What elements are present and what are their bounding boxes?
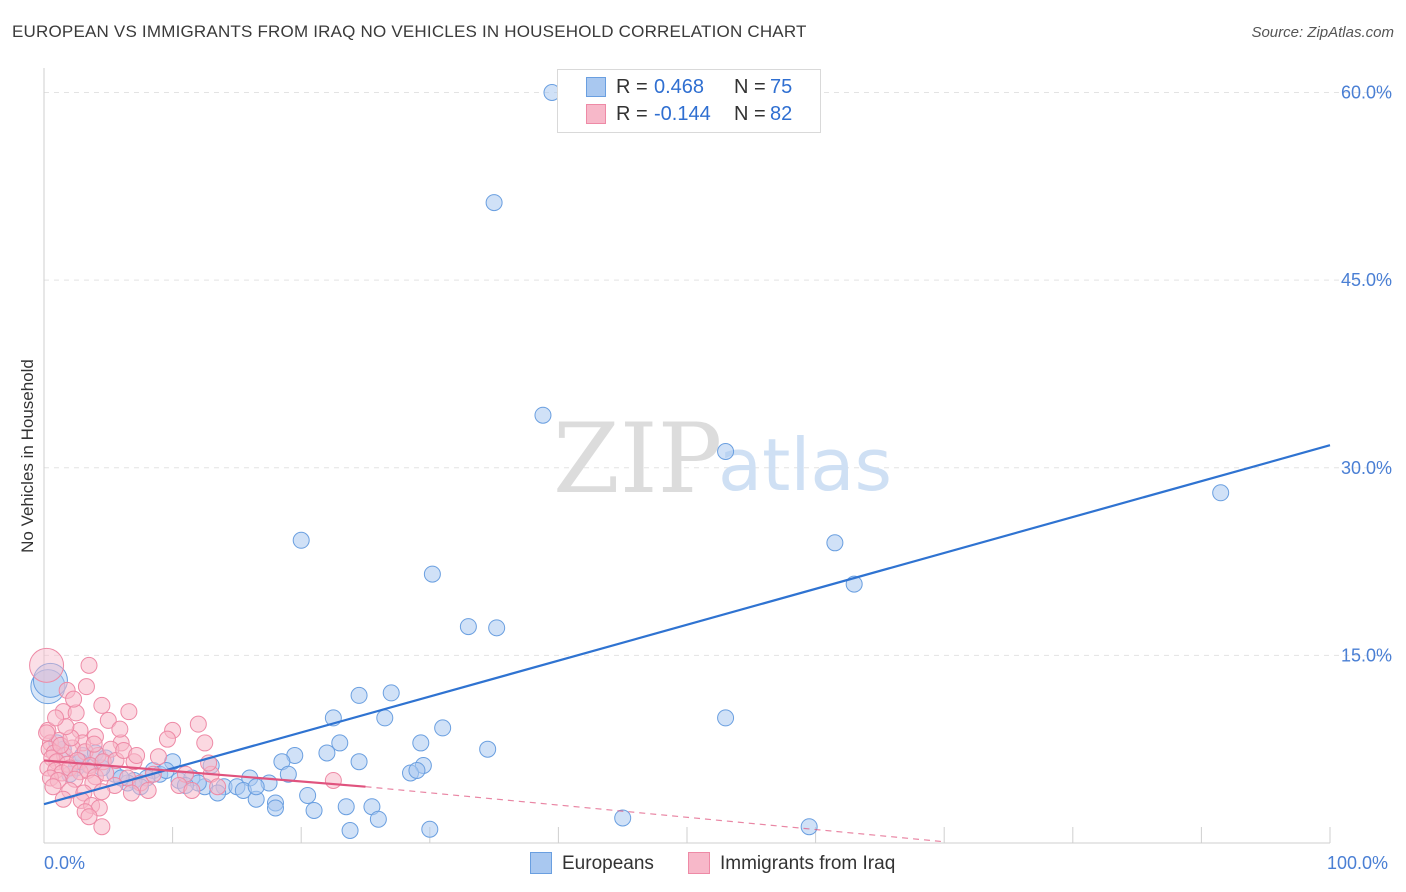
europeans-point [382,684,400,702]
europeans-point [350,753,368,771]
europeans-point [341,821,359,839]
y-tick-labels: 15.0% 30.0% 45.0% 60.0% [1341,83,1392,666]
europeans-point [299,786,317,804]
europeans-point [826,534,844,552]
europeans-point [614,809,632,827]
x-tick-label-max: 100.0% [1327,853,1388,873]
europeans-point [488,619,506,637]
iraq-points [29,647,342,836]
x-tick-marks [172,827,1331,843]
iraq-trend-extension [365,786,945,843]
iraq-point [158,730,176,748]
europeans-legend-label: Europeans [562,853,654,874]
y-tick-label: 45.0% [1341,270,1392,290]
europeans-point [717,442,735,460]
europeans-point [266,799,284,817]
n-label: N = [734,76,766,98]
legend-row-europeans: R = 0.468 N = 75 [558,75,820,101]
europeans-swatch [586,77,606,97]
europeans-point [350,686,368,704]
europeans-point [479,740,497,758]
europeans-point [331,734,349,752]
legend-item-iraq[interactable]: Immigrants from Iraq [688,852,895,875]
gridlines [44,92,1392,656]
europeans-point [279,765,297,783]
iraq-point [65,690,83,708]
europeans-point [408,761,426,779]
iraq-point [209,778,227,796]
y-axis-label: No Vehicles in Household [18,359,37,553]
watermark-zip: ZIP [553,403,722,515]
r-value: 0.468 [654,76,705,98]
iraq-point [149,748,167,766]
iraq-point [196,734,214,752]
europeans-point [1212,484,1230,502]
iraq-legend-label: Immigrants from Iraq [720,853,896,874]
iraq-point [44,778,62,796]
europeans-point [459,618,477,636]
legend-row-iraq: R = -0.144 N = 82 [558,102,820,128]
y-tick-label: 30.0% [1341,458,1392,478]
iraq-point [93,818,111,836]
iraq-point [128,746,146,764]
iraq-point [111,720,129,738]
europeans-point [534,406,552,424]
correlation-legend: R = 0.468 N = 75 R = -0.144 N = 82 [557,69,821,133]
iraq-point [189,715,207,733]
europeans-point [421,820,439,838]
europeans-point [485,194,503,212]
iraq-point [85,735,103,753]
n-label: N = [734,103,766,125]
x-tick-label-min: 0.0% [44,853,85,873]
europeans-point [412,734,430,752]
europeans-point [247,778,265,796]
europeans-point [423,565,441,583]
europeans-point [434,719,452,737]
legend-item-europeans[interactable]: Europeans [530,852,654,875]
iraq-point [324,771,342,789]
europeans-point [318,744,336,762]
iraq-point [47,709,65,727]
europeans-point [292,531,310,549]
iraq-trend-line [43,759,366,788]
europeans-point [305,801,323,819]
trend-lines [43,444,1331,843]
iraq-point [122,784,140,802]
r-value: -0.144 [654,103,711,125]
n-value: 82 [770,103,793,125]
iraq-point [29,647,65,683]
iraq-point [38,724,56,742]
europeans-legend-swatch [530,852,552,874]
europeans-point [337,798,355,816]
europeans-point [369,810,387,828]
iraq-point [99,711,117,729]
europeans-point [376,709,394,727]
iraq-point [139,781,157,799]
chart-source: Source: ZipAtlas.com [1251,24,1394,41]
europeans-point [717,709,735,727]
iraq-point [80,656,98,674]
y-tick-label: 60.0% [1341,83,1392,103]
iraq-point [93,696,111,714]
iraq-point [80,808,98,826]
iraq-legend-swatch [688,852,710,874]
r-label: R = [616,76,648,98]
r-label: R = [616,103,648,125]
iraq-point [77,678,95,696]
chart-title: EUROPEAN VS IMMIGRANTS FROM IRAQ NO VEHI… [12,22,807,41]
iraq-point [183,781,201,799]
y-tick-label: 15.0% [1341,645,1392,665]
n-value: 75 [770,76,793,98]
europeans-trend-line [43,444,1331,806]
watermark-atlas: atlas [718,423,892,507]
europeans-point [800,818,818,836]
iraq-point [120,703,138,721]
iraq-point [67,704,85,722]
iraq-swatch [586,104,606,124]
